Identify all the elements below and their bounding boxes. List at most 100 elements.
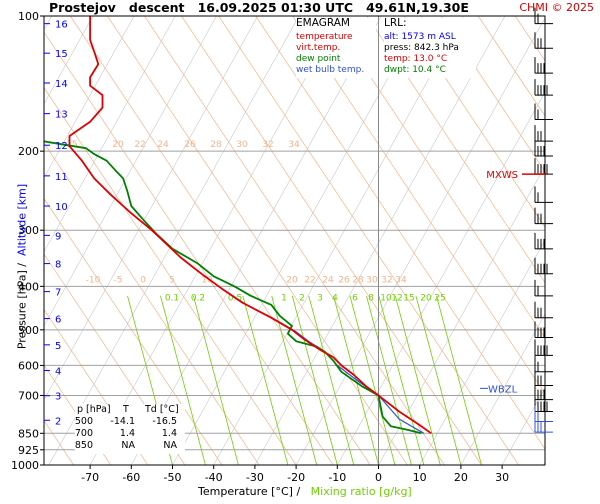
temperature-tick-label: -70 bbox=[81, 471, 99, 484]
table-header-t: T bbox=[123, 404, 129, 416]
lrl-temp: temp: 13.0 °C bbox=[384, 54, 476, 65]
chart-header: Prostejov descent 16.09.2025 01:30 UTC 4… bbox=[49, 0, 469, 15]
mixing-ratio-label: 8 bbox=[368, 293, 374, 303]
mxws-label: MXWS bbox=[486, 170, 518, 181]
dry-adiabat-line bbox=[107, 16, 407, 465]
legend-item-dew-point: dew point bbox=[296, 54, 376, 65]
mixing-ratio-label: 10 bbox=[380, 293, 392, 303]
isotherm-line bbox=[543, 16, 600, 465]
lrl-alt: alt: 1573 m ASL bbox=[384, 32, 476, 43]
dry-adiabat-label: 26 bbox=[184, 140, 196, 150]
wbzl-label: WBZL bbox=[488, 384, 518, 395]
dry-adiabat-label: 32 bbox=[262, 140, 273, 150]
wind-barb bbox=[535, 280, 553, 296]
mixing-ratio-line bbox=[416, 296, 461, 465]
mixing-ratio-label: 1 bbox=[281, 293, 287, 303]
temperature-tick-label: -20 bbox=[287, 471, 305, 484]
table-cell-td: 1.4 bbox=[162, 428, 177, 440]
table-cell-p: 500 bbox=[75, 416, 93, 428]
pressure-tick-label: 600 bbox=[18, 359, 39, 372]
pressure-tick-label: 1000 bbox=[11, 459, 39, 472]
altitude-tick-label: 5 bbox=[55, 341, 61, 352]
wind-barb bbox=[535, 125, 553, 141]
temperature-tick-label: -50 bbox=[164, 471, 182, 484]
mixing-ratio-label: 15 bbox=[403, 293, 414, 303]
y-axis-label: Pressure [hPa] / Altitude [km] bbox=[16, 177, 29, 357]
wind-barb bbox=[535, 208, 553, 224]
dry-adiabat-label: 22 bbox=[304, 275, 315, 285]
table-cell-td: -16.5 bbox=[152, 416, 177, 428]
dry-adiabat-line bbox=[182, 16, 482, 465]
temperature-tick-label: -60 bbox=[122, 471, 140, 484]
mixing-ratio-line bbox=[437, 296, 482, 465]
isotherm-line bbox=[173, 16, 423, 465]
dry-adiabat-line bbox=[33, 16, 333, 465]
altitude-tick-label: 6 bbox=[55, 315, 61, 326]
dry-adiabat-label: -5 bbox=[114, 275, 123, 285]
dry-adiabat-line bbox=[552, 16, 600, 465]
dry-adiabat-line bbox=[219, 16, 519, 465]
legend-title: EMAGRAM bbox=[296, 18, 376, 29]
dry-adiabat-label: 20 bbox=[286, 275, 298, 285]
station-name: Prostejov bbox=[49, 0, 116, 15]
table-cell-t: -14.1 bbox=[110, 416, 135, 428]
wind-barb bbox=[535, 186, 553, 202]
table-cell-p: 850 bbox=[75, 440, 93, 452]
legend-item-temperature: temperature bbox=[296, 32, 376, 43]
dry-adiabat-label: 26 bbox=[338, 275, 350, 285]
dry-adiabat-line bbox=[330, 16, 600, 465]
isotherm-line bbox=[131, 16, 381, 465]
temperature-tick-label: -40 bbox=[205, 471, 223, 484]
dry-adiabat-label: 24 bbox=[157, 140, 169, 150]
altitude-tick-label: 4 bbox=[55, 367, 61, 378]
altitude-tick-label: 10 bbox=[55, 202, 68, 213]
wind-barb bbox=[535, 140, 553, 156]
mixing-ratio-line bbox=[243, 296, 288, 465]
isotherm-line bbox=[0, 16, 11, 465]
table-header-p: p [hPa] bbox=[77, 404, 111, 416]
dry-adiabat-label: 28 bbox=[210, 140, 222, 150]
y-axis-altitude-label: Altitude [km] bbox=[16, 184, 29, 256]
dry-adiabat-label: 22 bbox=[134, 140, 145, 150]
altitude-tick-label: 15 bbox=[55, 49, 68, 60]
table-row: 700 1.4 1.4 bbox=[75, 428, 185, 440]
x-axis-mixing-label: Mixing ratio [g/kg] bbox=[311, 485, 412, 498]
wind-barb bbox=[535, 321, 553, 337]
isotherm-line bbox=[90, 16, 340, 465]
dry-adiabat-line bbox=[367, 16, 600, 465]
temperature-tick-label: 20 bbox=[454, 471, 468, 484]
altitude-tick-label: 3 bbox=[55, 392, 61, 403]
mixing-ratio-line bbox=[309, 296, 354, 465]
mixing-ratio-label: 12 bbox=[391, 293, 402, 303]
pressure-tick-label: 100 bbox=[18, 10, 39, 23]
lrl-title: LRL: bbox=[384, 18, 476, 29]
summary-table: p [hPa] T Td [°C] 500 -14.1 -16.5 700 1.… bbox=[75, 404, 185, 454]
wind-barb bbox=[535, 339, 553, 355]
isotherm-line bbox=[296, 16, 546, 465]
altitude-tick-label: 16 bbox=[55, 20, 68, 31]
dry-adiabat-line bbox=[515, 16, 600, 465]
temperature-tick-label: -10 bbox=[328, 471, 346, 484]
altitude-tick-label: 8 bbox=[55, 260, 61, 271]
lrl-press: press: 842.3 hPa bbox=[384, 43, 476, 54]
copyright: CHMI © 2025 bbox=[519, 1, 594, 14]
pressure-tick-label: 850 bbox=[18, 427, 39, 440]
mixing-ratio-label: 25 bbox=[434, 293, 445, 303]
table-row: 850 NA NA bbox=[75, 440, 185, 452]
dry-adiabat-line bbox=[441, 16, 600, 465]
mixing-ratio-line bbox=[292, 296, 337, 465]
altitude-tick-label: 2 bbox=[55, 416, 61, 427]
temperature-tick-label: 10 bbox=[413, 471, 427, 484]
table-cell-t: 1.4 bbox=[120, 428, 135, 440]
isotherm-line bbox=[461, 16, 600, 465]
mixing-ratio-label: 20 bbox=[420, 293, 432, 303]
altitude-tick-label: 13 bbox=[55, 110, 68, 121]
table-header-row: p [hPa] T Td [°C] bbox=[75, 404, 185, 416]
dry-adiabat-label: 34 bbox=[288, 140, 300, 150]
table-cell-t: NA bbox=[121, 440, 135, 452]
altitude-tick-label: 9 bbox=[55, 231, 61, 242]
legend: EMAGRAM temperature virt.temp. dew point… bbox=[296, 18, 376, 78]
dry-adiabat-label: 28 bbox=[352, 275, 364, 285]
